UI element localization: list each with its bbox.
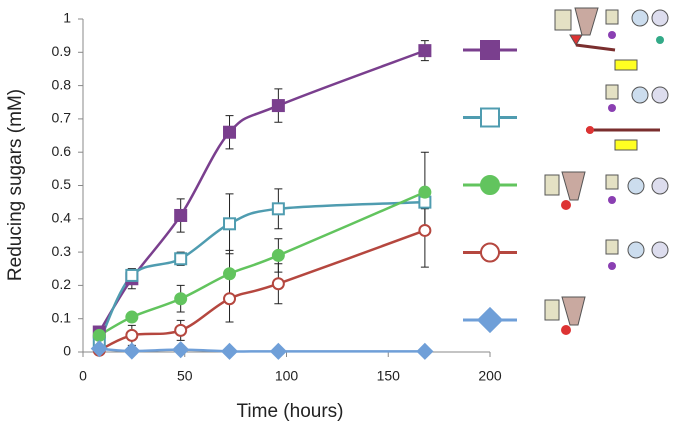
series-line: [99, 347, 425, 353]
legend-marker: [480, 175, 500, 195]
y-tick-label: 0.5: [52, 176, 72, 192]
marker: [271, 99, 285, 113]
marker: [174, 252, 188, 266]
legend-marker: [476, 306, 504, 334]
y-tick-label: 0.2: [52, 276, 72, 292]
glycan-icons: [544, 7, 669, 335]
x-tick-label: 100: [275, 368, 299, 384]
x-tick-label: 50: [177, 368, 193, 384]
marker: [223, 267, 237, 281]
legend-marker: [480, 107, 500, 128]
marker: [418, 185, 432, 199]
glycan-icon: [586, 84, 669, 151]
marker: [174, 208, 188, 222]
legend-marker: [480, 40, 500, 60]
marker: [271, 248, 285, 262]
y-tick-label: 0.1: [52, 309, 72, 325]
marker: [92, 328, 106, 342]
y-axis-title: Reducing sugars (mM): [5, 89, 26, 281]
x-axis-title: Time (hours): [237, 401, 344, 422]
series-line: [98, 229, 426, 352]
marker: [174, 292, 188, 306]
legend-marker: [480, 242, 500, 263]
marker: [416, 342, 434, 360]
glycan-icon: [605, 239, 669, 270]
glycan-icon: [544, 171, 669, 210]
marker: [220, 342, 239, 360]
y-tick-label: 0.8: [52, 76, 72, 92]
y-tick-label: 0.3: [52, 243, 72, 259]
marker: [223, 125, 237, 139]
y-tick-label: 1: [63, 10, 71, 26]
y-tick-label: 0.6: [52, 143, 72, 159]
marker: [90, 340, 108, 358]
x-tick-label: 150: [377, 368, 401, 384]
x-tick-label: 0: [79, 368, 87, 384]
marker: [125, 328, 139, 342]
marker: [271, 277, 285, 291]
marker: [174, 323, 188, 337]
marker: [125, 268, 139, 282]
y-tick-label: 0.4: [52, 210, 72, 226]
glycan-icon: [554, 7, 669, 71]
marker: [418, 44, 432, 58]
marker: [172, 341, 190, 359]
glycan-icon: [544, 296, 586, 335]
series-line: [98, 191, 426, 337]
marker: [271, 202, 285, 216]
y-tick-label: 0.7: [52, 110, 72, 126]
marker: [223, 292, 237, 306]
marker: [125, 310, 139, 324]
marker: [269, 342, 287, 360]
marker: [123, 342, 141, 360]
y-tick-label: 0: [63, 343, 71, 359]
series-line: [98, 200, 425, 343]
marker: [223, 217, 237, 231]
marker: [418, 223, 432, 237]
y-tick-label: 0.9: [52, 43, 72, 59]
x-tick-label: 200: [478, 368, 502, 384]
